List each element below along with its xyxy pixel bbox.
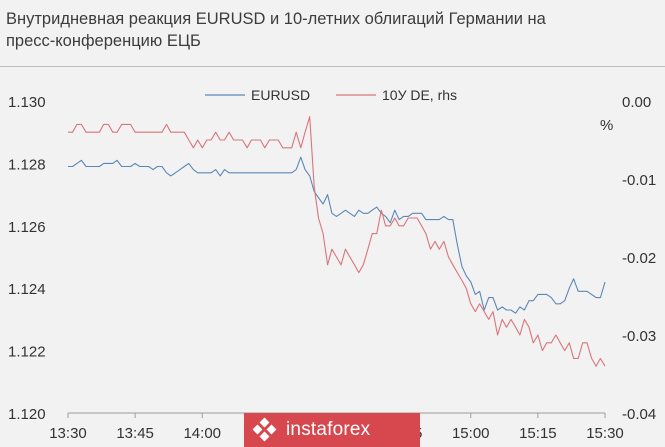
x-tick-label: 13:45 <box>116 425 154 442</box>
y-axis-left: 1.120 1.122 1.124 1.126 1.128 1.130 <box>8 94 46 423</box>
y-left-tick-label: 1.130 <box>8 94 46 111</box>
series-group <box>68 116 606 367</box>
y-left-tick-label: 1.122 <box>8 344 46 361</box>
y-left-tick-label: 1.128 <box>8 156 46 173</box>
legend-label: EURUSD <box>251 87 310 103</box>
chart-title-line-1: Внутридневная реакция EURUSD и 10-летних… <box>6 10 546 28</box>
y-axis-right: 0.00 -0.01 -0.02 -0.03 -0.04 <box>622 94 656 423</box>
y-right-tick-label: -0.01 <box>622 172 656 189</box>
watermark-text: instaforex <box>286 419 371 440</box>
instaforex-watermark: instaforex <box>244 413 420 447</box>
x-tick-label: 15:15 <box>519 425 557 442</box>
y-right-tick-label: 0.00 <box>622 94 651 111</box>
x-tick-label: 14:00 <box>183 425 221 442</box>
chart-title-line-2: пресс-конференцию ЕЦБ <box>6 32 201 50</box>
chart-title: Внутридневная реакция EURUSD и 10-летних… <box>6 8 656 52</box>
legend: EURUSD 10У DE, rhs <box>205 87 457 103</box>
series-line-10y-de <box>68 116 606 367</box>
x-tick-label: 13:30 <box>49 425 87 442</box>
instaforex-logo-icon <box>252 417 277 442</box>
y-right-tick-label: -0.02 <box>622 250 656 267</box>
y-left-tick-label: 1.120 <box>8 406 46 423</box>
y-left-tick-label: 1.124 <box>8 281 46 298</box>
y-right-tick-label: -0.04 <box>622 406 656 423</box>
y-right-tick-label: -0.03 <box>622 328 656 345</box>
x-tick-label: 15:00 <box>452 425 490 442</box>
y-right-unit-label: % <box>600 117 613 134</box>
title-divider <box>0 66 665 67</box>
x-tick-label: 15:30 <box>586 425 624 442</box>
y-left-tick-label: 1.126 <box>8 219 46 236</box>
legend-label: 10У DE, rhs <box>382 87 457 103</box>
series-line-eurusd <box>68 156 606 314</box>
